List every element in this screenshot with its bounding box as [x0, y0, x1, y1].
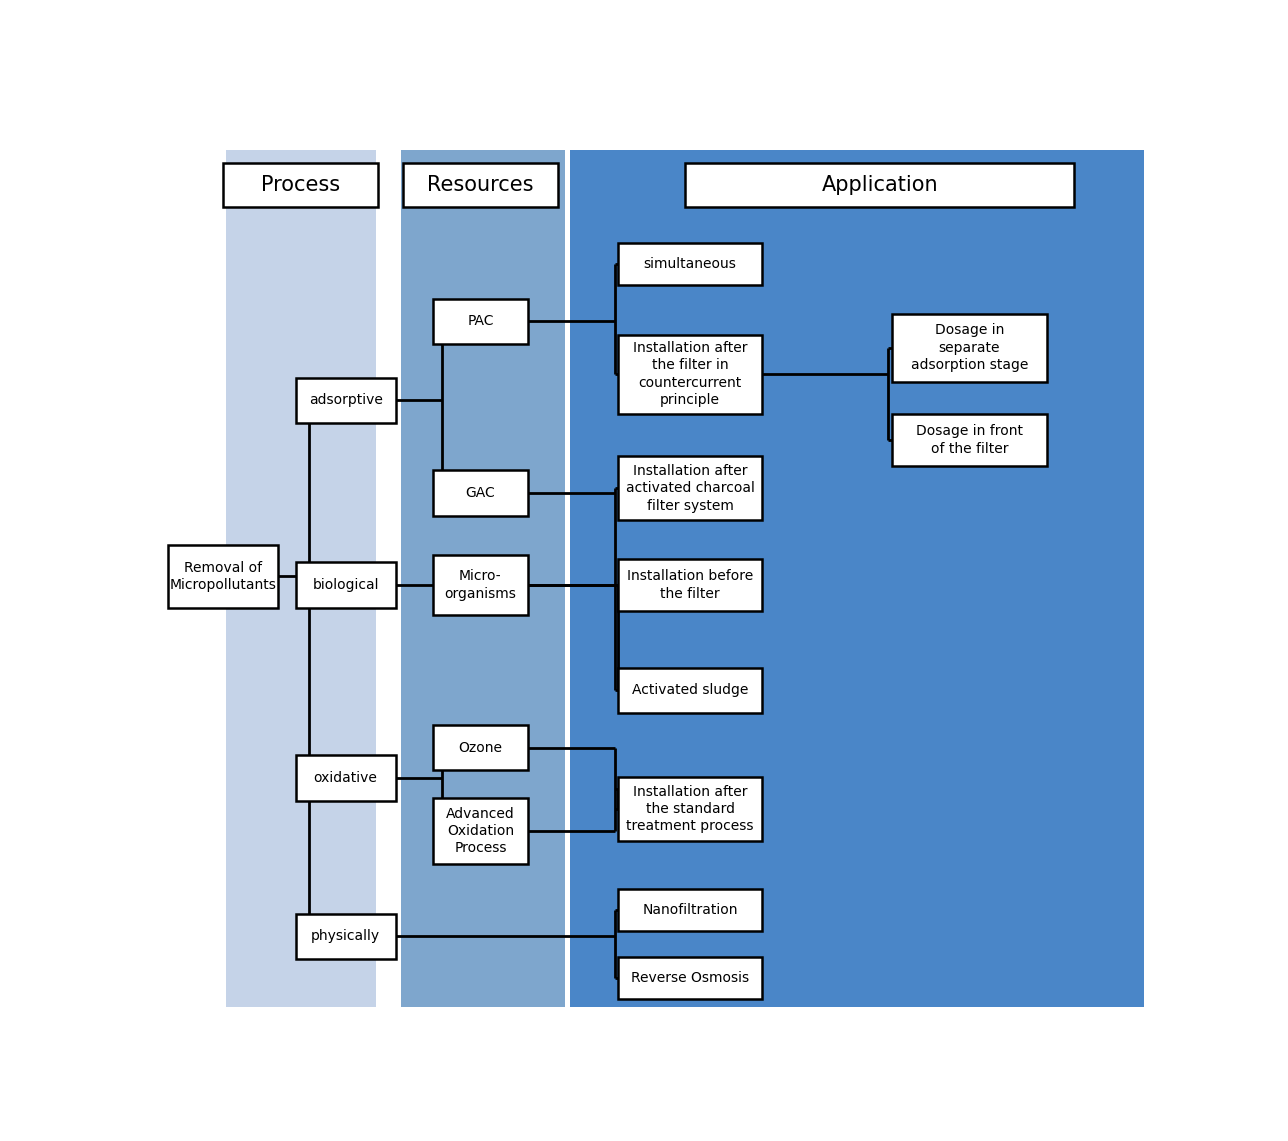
Text: Micro-
organisms: Micro- organisms	[444, 569, 516, 600]
Bar	[401, 151, 565, 1006]
Text: Nanofiltration: Nanofiltration	[643, 903, 738, 917]
Text: Advanced
Oxidation
Process: Advanced Oxidation Process	[446, 807, 515, 856]
FancyBboxPatch shape	[223, 163, 379, 208]
FancyBboxPatch shape	[685, 163, 1074, 208]
Text: Activated sludge: Activated sludge	[632, 683, 748, 697]
Text: adsorptive: adsorptive	[309, 394, 383, 407]
Text: biological: biological	[313, 578, 379, 592]
FancyBboxPatch shape	[618, 667, 762, 713]
Text: Dosage in
separate
adsorption stage: Dosage in separate adsorption stage	[911, 324, 1028, 372]
FancyBboxPatch shape	[618, 334, 762, 414]
FancyBboxPatch shape	[433, 556, 528, 615]
FancyBboxPatch shape	[296, 378, 395, 423]
Text: simultaneous: simultaneous	[644, 258, 737, 272]
FancyBboxPatch shape	[433, 299, 528, 345]
FancyBboxPatch shape	[618, 889, 762, 931]
FancyBboxPatch shape	[618, 456, 762, 520]
FancyBboxPatch shape	[403, 163, 558, 208]
Text: Process: Process	[261, 176, 340, 195]
FancyBboxPatch shape	[618, 956, 762, 998]
FancyBboxPatch shape	[893, 414, 1047, 467]
Text: Dosage in front
of the filter: Dosage in front of the filter	[916, 424, 1023, 455]
Text: Reverse Osmosis: Reverse Osmosis	[631, 971, 750, 985]
FancyBboxPatch shape	[618, 559, 762, 612]
FancyBboxPatch shape	[296, 755, 395, 801]
FancyBboxPatch shape	[433, 798, 528, 864]
FancyBboxPatch shape	[618, 243, 762, 285]
FancyBboxPatch shape	[433, 470, 528, 516]
Text: Ozone: Ozone	[459, 741, 502, 754]
Text: Installation before
the filter: Installation before the filter	[627, 569, 753, 600]
Text: Installation after
the filter in
countercurrent
principle: Installation after the filter in counter…	[632, 341, 747, 407]
Text: GAC: GAC	[465, 486, 496, 500]
Bar	[225, 151, 376, 1006]
FancyBboxPatch shape	[167, 544, 278, 608]
Text: Removal of
Micropollutants: Removal of Micropollutants	[170, 560, 277, 592]
FancyBboxPatch shape	[893, 314, 1047, 382]
Bar	[571, 151, 1144, 1006]
Text: Installation after
the standard
treatment process: Installation after the standard treatmen…	[626, 785, 753, 833]
Text: oxidative: oxidative	[314, 771, 377, 785]
Text: Application: Application	[822, 176, 938, 195]
FancyBboxPatch shape	[296, 563, 395, 608]
Text: PAC: PAC	[468, 315, 493, 329]
FancyBboxPatch shape	[296, 914, 395, 960]
FancyBboxPatch shape	[618, 777, 762, 841]
FancyBboxPatch shape	[433, 725, 528, 770]
Text: Installation after
activated charcoal
filter system: Installation after activated charcoal fi…	[626, 464, 755, 512]
Text: Resources: Resources	[428, 176, 533, 195]
Text: physically: physically	[312, 930, 380, 944]
